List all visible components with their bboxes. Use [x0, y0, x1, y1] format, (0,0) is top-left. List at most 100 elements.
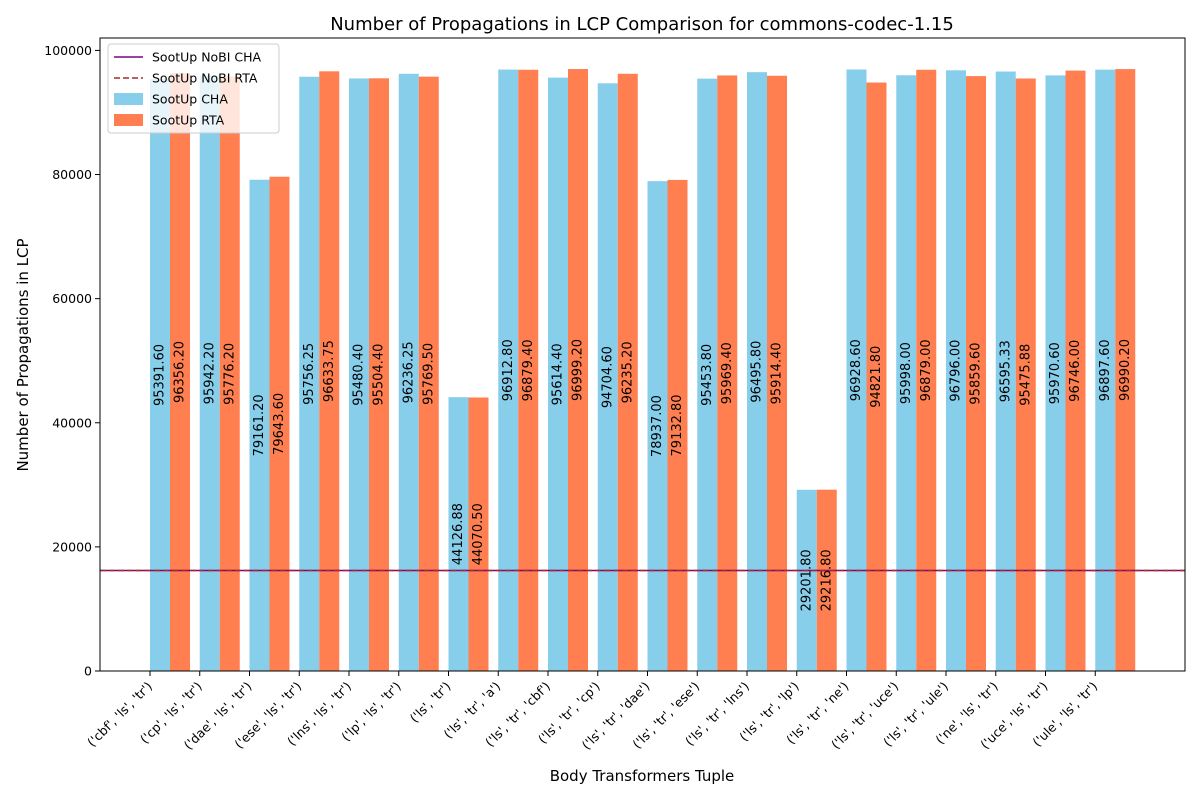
bar-1-2	[269, 176, 290, 671]
bar-1-6	[468, 397, 489, 671]
bar-1-7	[518, 69, 539, 672]
bar-value-label-1-7: 96879.40	[521, 339, 536, 401]
bar-1-15	[916, 69, 937, 671]
legend-swatch-series-1	[114, 114, 143, 126]
bar-value-label-1-1: 95776.20	[222, 343, 237, 405]
bar-value-label-1-13: 29216.80	[819, 549, 834, 611]
x-tick-label-6: ('ls', 'tr')	[407, 679, 454, 726]
bar-value-label-1-11: 95969.40	[720, 342, 735, 404]
bar-value-label-1-5: 95769.50	[421, 343, 436, 405]
bar-1-11	[717, 75, 738, 672]
bar-value-label-0-2: 79161.20	[252, 394, 267, 456]
bar-0-17	[995, 71, 1016, 671]
bar-value-label-1-4: 95504.40	[372, 344, 387, 406]
bar-0-7	[498, 69, 519, 672]
legend-label-ref-1: SootUp NoBI RTA	[152, 71, 258, 86]
bar-value-label-0-7: 96912.80	[501, 339, 516, 401]
bar-value-label-1-14: 94821.80	[869, 346, 884, 408]
bars-layer	[150, 69, 1136, 672]
bar-0-9	[597, 83, 618, 671]
bar-0-14	[846, 69, 867, 671]
bar-1-1	[219, 76, 240, 672]
legend-label-series-1: SootUp RTA	[152, 113, 225, 128]
bar-value-label-0-19: 96897.60	[1098, 339, 1113, 401]
bar-0-11	[697, 78, 718, 672]
bar-value-label-0-5: 96236.25	[401, 341, 416, 403]
bar-value-label-0-10: 78937.00	[650, 395, 665, 457]
bar-1-10	[667, 179, 688, 672]
legend-swatch-series-0	[114, 93, 143, 105]
bar-value-label-1-16: 95859.60	[969, 343, 984, 405]
bar-0-1	[199, 75, 220, 671]
bar-value-label-1-12: 95914.40	[770, 342, 785, 404]
y-tick-label-5: 100000	[44, 43, 92, 58]
bar-value-label-1-0: 96356.20	[173, 341, 188, 403]
legend-label-series-0: SootUp CHA	[152, 92, 228, 107]
bar-0-19	[1095, 69, 1116, 671]
y-tick-label-1: 20000	[52, 539, 92, 554]
bar-value-label-0-8: 95614.40	[551, 343, 566, 405]
bar-value-label-1-18: 96746.00	[1068, 340, 1083, 402]
bar-value-label-1-3: 96633.75	[322, 340, 337, 402]
bar-value-label-1-6: 44070.50	[471, 503, 486, 565]
chart-title: Number of Propagations in LCP Comparison…	[330, 14, 954, 35]
bar-0-6	[448, 397, 469, 671]
bar-1-3	[319, 71, 340, 672]
bar-value-label-0-4: 95480.40	[352, 344, 367, 406]
bar-value-label-0-15: 95998.00	[899, 342, 914, 404]
bar-0-15	[896, 75, 917, 672]
bar-0-10	[647, 181, 668, 671]
bar-value-label-0-3: 95756.25	[302, 343, 317, 405]
bar-0-12	[747, 72, 767, 671]
bar-value-label-1-9: 96235.20	[620, 341, 635, 403]
legend-label-ref-0: SootUp NoBI CHA	[152, 50, 262, 65]
bar-1-4	[369, 78, 389, 672]
bar-1-16	[966, 76, 986, 672]
bar-value-label-0-1: 95942.20	[202, 342, 217, 404]
bar-1-13	[816, 489, 837, 671]
y-tick-label-4: 80000	[52, 167, 92, 182]
y-tick-label-3: 60000	[52, 291, 92, 306]
bar-1-18	[1065, 70, 1086, 671]
bar-value-label-1-17: 95475.88	[1018, 344, 1033, 406]
bar-0-8	[548, 77, 568, 671]
bar-1-12	[767, 75, 787, 671]
bar-value-label-0-11: 95453.80	[700, 344, 715, 406]
bar-value-label-1-19: 96990.20	[1118, 339, 1133, 401]
bar-value-label-1-10: 79132.80	[670, 394, 685, 456]
x-axis: ('cbf', 'ls', 'tr')('cp', 'ls', 'tr')('d…	[84, 671, 1100, 752]
bar-value-label-0-14: 96928.60	[849, 339, 864, 401]
bar-0-3	[299, 76, 320, 671]
bar-0-2	[249, 179, 270, 671]
bar-0-13	[796, 489, 817, 671]
bar-value-label-0-13: 29201.80	[799, 549, 814, 611]
bar-0-4	[349, 78, 369, 672]
bar-value-label-0-9: 94704.60	[600, 346, 615, 408]
bar-labels-layer: 95391.60 95942.20 79161.20 95756.25 95480.40…	[153, 339, 1133, 611]
bar-value-label-0-17: 96595.33	[998, 340, 1013, 402]
bar-value-label-1-15: 96879.00	[919, 339, 934, 401]
bar-value-label-0-16: 96796.00	[949, 340, 964, 402]
y-tick-label-0: 0	[84, 664, 92, 679]
bar-0-18	[1045, 75, 1066, 672]
bar-0-0	[150, 79, 170, 671]
bar-1-5	[418, 76, 439, 671]
bar-1-8	[568, 69, 588, 672]
bar-value-label-0-18: 95970.60	[1048, 342, 1063, 404]
legend: SootUp NoBI CHA SootUp NoBI RTA SootUp CHA…	[107, 43, 280, 134]
bar-value-label-1-8: 96999.20	[571, 339, 586, 401]
bar-1-14	[866, 82, 887, 672]
bar-value-label-1-2: 79643.60	[272, 393, 287, 455]
bar-value-label-0-12: 96495.80	[750, 341, 765, 403]
bar-1-0	[170, 73, 190, 671]
bar-0-16	[946, 70, 966, 671]
legend-frame	[107, 43, 280, 134]
y-tick-label-2: 40000	[52, 415, 92, 430]
plot-area-frame	[99, 37, 1186, 672]
bar-1-19	[1115, 69, 1136, 672]
bar-value-label-0-0: 95391.60	[153, 344, 168, 406]
x-axis-label: Body Transformers Tuple	[550, 767, 735, 785]
bar-value-label-0-6: 44126.88	[451, 503, 466, 565]
bar-0-5	[398, 73, 419, 671]
